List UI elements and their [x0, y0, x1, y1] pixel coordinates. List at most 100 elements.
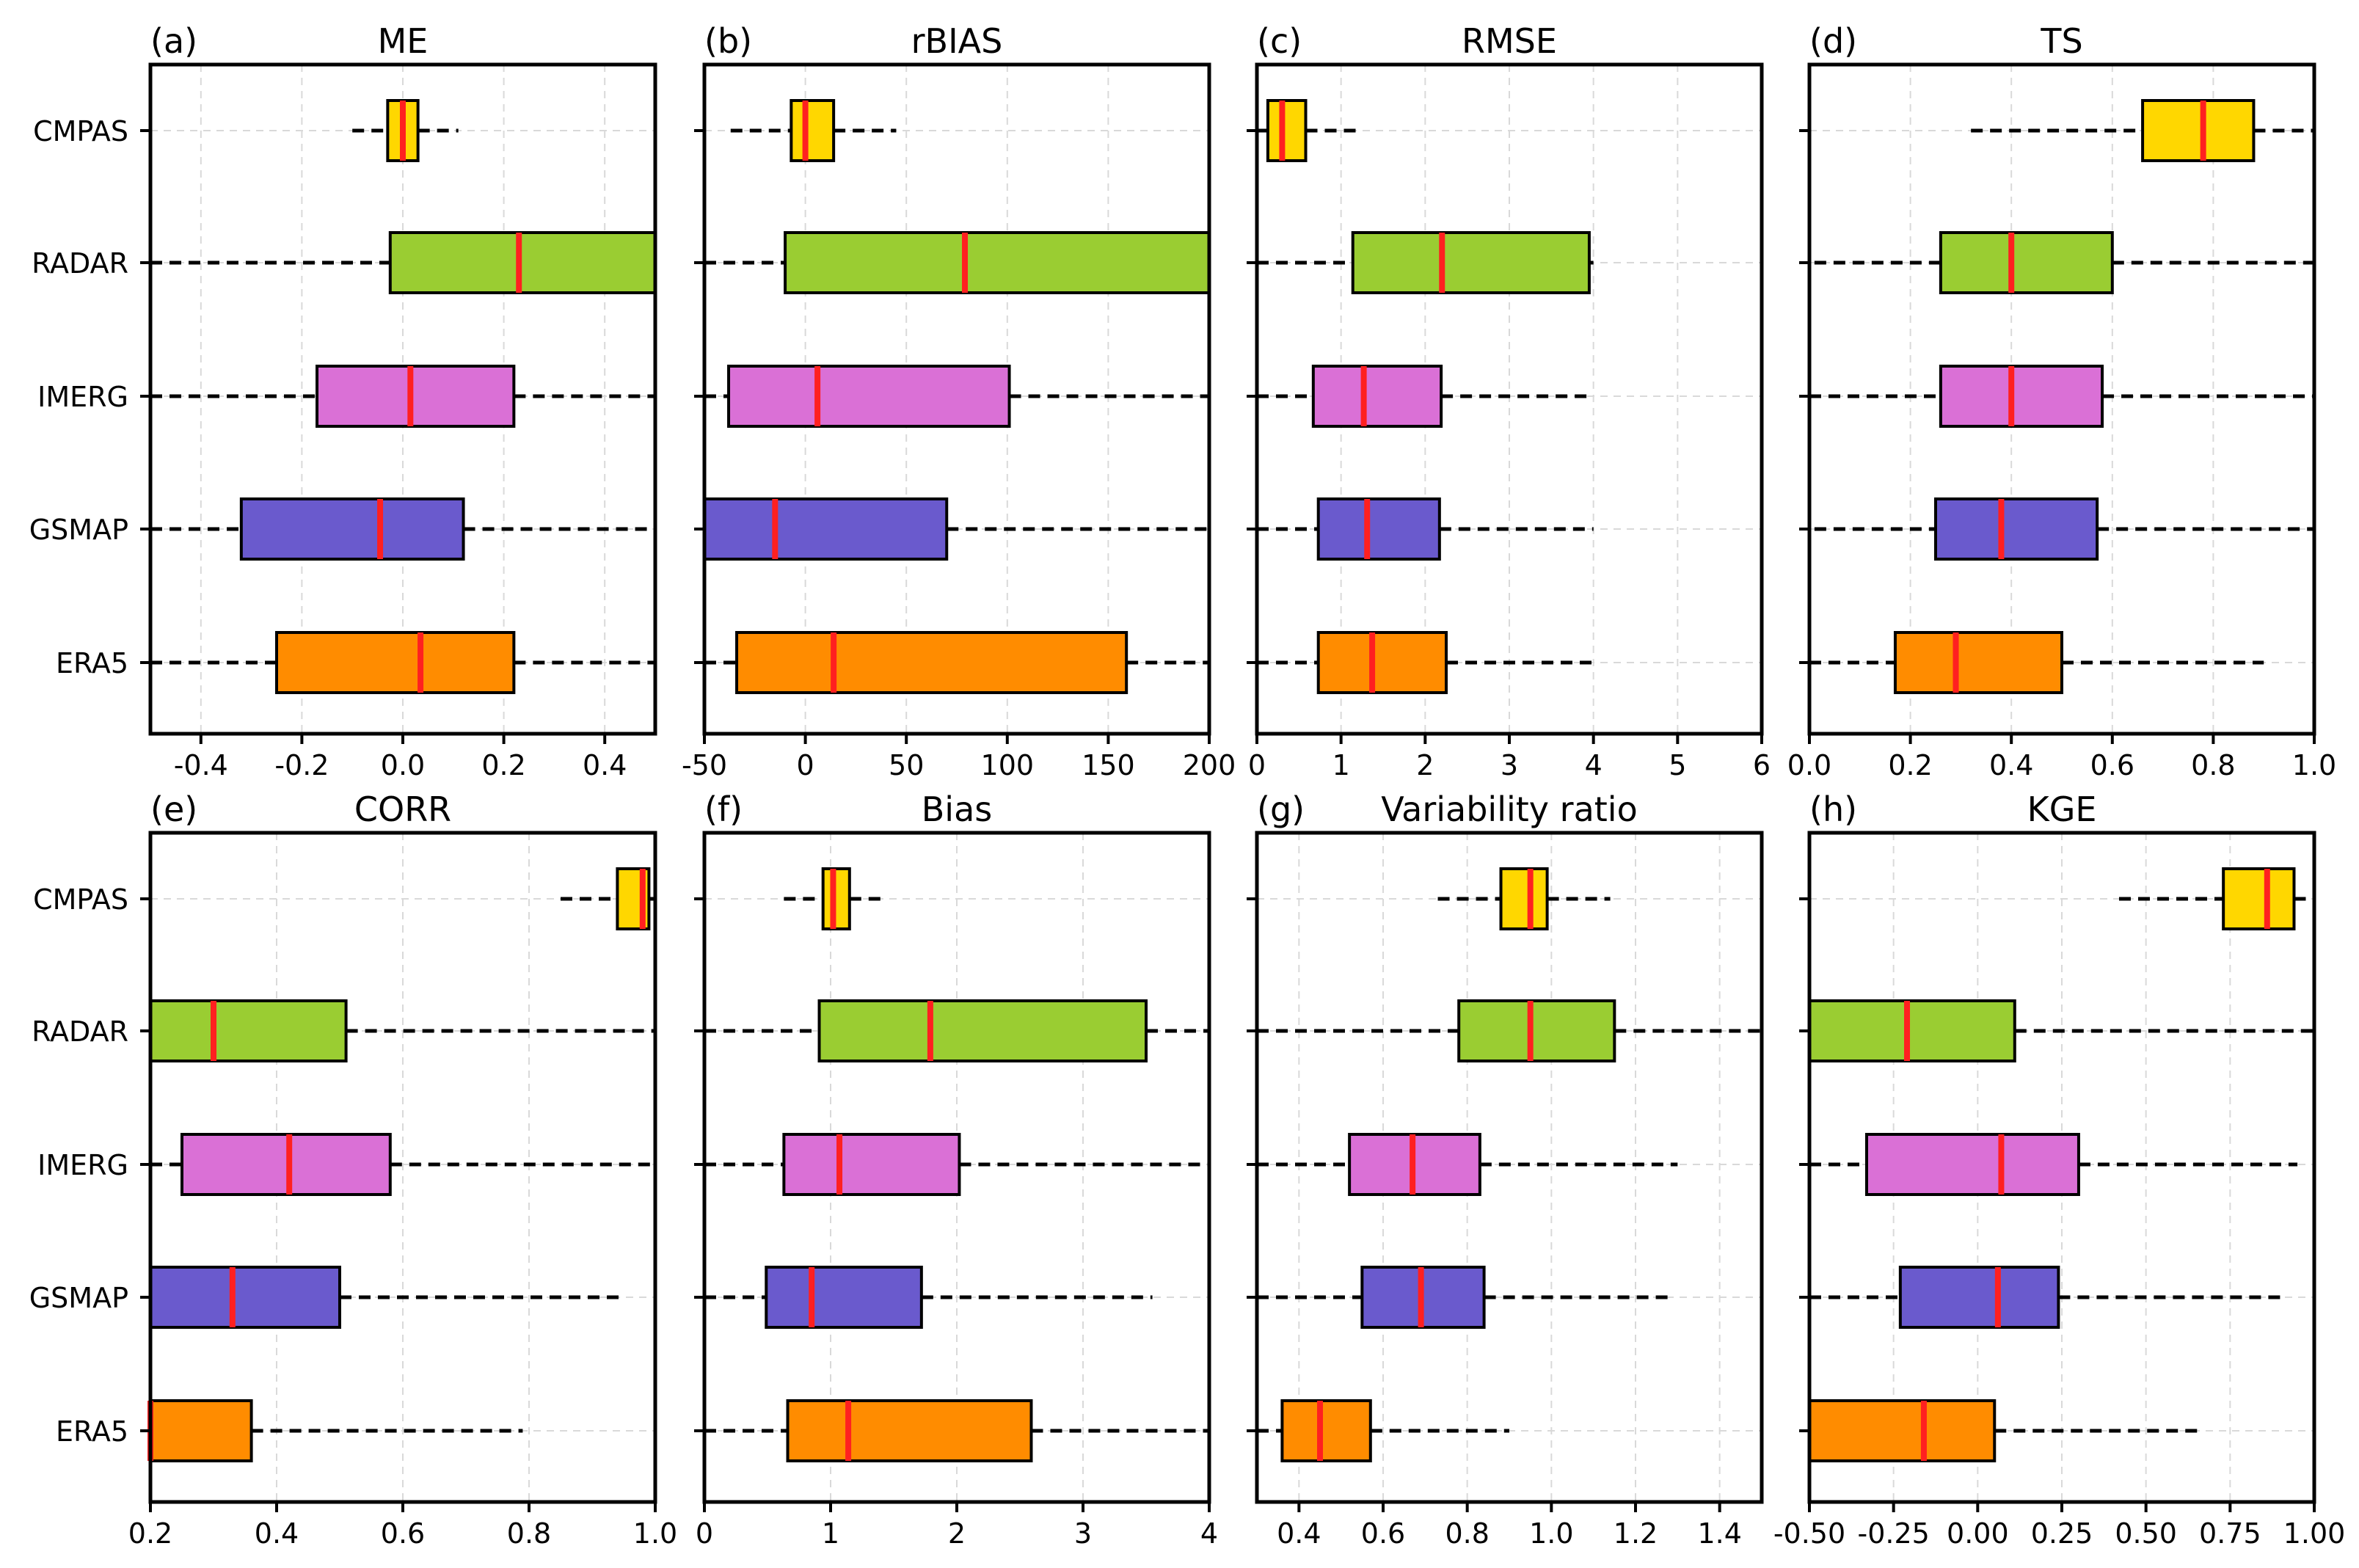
x-tick-label: 0 — [1248, 749, 1266, 781]
iqr-box — [1280, 1399, 1372, 1462]
x-tick-label: 0.50 — [2115, 1517, 2177, 1550]
axes-frame — [1807, 62, 2316, 736]
box-era5 — [1257, 1399, 1509, 1462]
box-cmpas — [352, 99, 459, 162]
box-era5 — [1809, 631, 2264, 694]
iqr-box — [1316, 497, 1441, 561]
x-tick-label: 1 — [822, 1517, 839, 1550]
iqr-box — [784, 231, 1211, 294]
iqr-box — [727, 365, 1011, 428]
box-cmpas — [1257, 99, 1363, 162]
box-cmpas — [2118, 867, 2314, 930]
x-tick-label: 0.75 — [2199, 1517, 2261, 1550]
category-label: IMERG — [37, 381, 128, 413]
x-tick-label: 0.8 — [507, 1517, 551, 1550]
box-gsmap — [703, 497, 1209, 561]
x-tick-label: 0.8 — [2191, 749, 2235, 781]
category-label: RADAR — [32, 1015, 128, 1048]
panel-3: 0 1 2 3 4 5 6 (c) RMSE — [1247, 21, 1771, 781]
box-imerg — [1257, 365, 1594, 428]
box-cmpas — [784, 867, 888, 930]
iqr-box — [149, 1266, 341, 1329]
panel-title: KGE — [2027, 790, 2097, 829]
box-imerg — [704, 365, 1209, 428]
x-tick-label: 5 — [1669, 749, 1686, 781]
box-cmpas — [1971, 99, 2314, 162]
panel-label: (f) — [704, 790, 743, 829]
box-era5 — [150, 631, 655, 694]
iqr-box — [1934, 497, 2099, 561]
iqr-box — [275, 631, 516, 694]
category-label: RADAR — [32, 247, 128, 280]
x-tick-label: 1.0 — [2292, 749, 2336, 781]
iqr-box — [1893, 631, 2063, 694]
iqr-box — [1457, 999, 1616, 1062]
x-tick-label: 200 — [1183, 749, 1236, 781]
x-tick-label: -50 — [682, 749, 727, 781]
panel-5: 0.2 0.4 0.6 0.8 1.0 CMPAS RADAR IMERG GSMAP ERA5 (… — [29, 790, 677, 1550]
box-cmpas — [1437, 867, 1611, 930]
x-tick-label: 1.4 — [1697, 1517, 1741, 1550]
axes-frame — [702, 62, 1211, 736]
x-tick-label: -0.50 — [1773, 1517, 1845, 1550]
x-tick-label: 0.0 — [381, 749, 425, 781]
x-tick-label: 3 — [1501, 749, 1518, 781]
iqr-box — [181, 1133, 392, 1196]
category-label: IMERG — [37, 1149, 128, 1181]
panel-6: 0 1 2 3 4 (f) Bias — [694, 790, 1218, 1550]
iqr-box — [149, 1399, 253, 1462]
panel-label: (a) — [150, 21, 197, 61]
x-tick-label: 50 — [889, 749, 924, 781]
box-gsmap — [149, 1266, 624, 1329]
box-imerg — [704, 1133, 1209, 1196]
x-tick-label: 0.2 — [481, 749, 525, 781]
box-imerg — [1257, 1133, 1678, 1196]
x-tick-label: 1.0 — [1529, 1517, 1573, 1550]
category-label: ERA5 — [56, 1415, 128, 1448]
x-tick-label: 0.4 — [255, 1517, 299, 1550]
box-radar — [1257, 231, 1594, 294]
x-tick-label: 0.8 — [1445, 1517, 1489, 1550]
box-cmpas — [730, 99, 897, 162]
box-era5 — [704, 631, 1209, 694]
iqr-box — [817, 999, 1148, 1062]
panel-8: -0.50 -0.25 0.00 0.25 0.50 0.75 1.00 (h) KGE — [1773, 790, 2345, 1550]
x-tick-label: 1 — [1332, 749, 1350, 781]
box-era5 — [704, 1399, 1209, 1462]
iqr-box — [782, 1133, 961, 1196]
box-imerg — [1809, 1133, 2298, 1196]
panel-7: 0.4 0.6 0.8 1.0 1.2 1.4 (g) Variability ratio — [1247, 790, 1764, 1550]
x-tick-label: 4 — [1200, 1517, 1218, 1550]
x-tick-label: 0.4 — [1277, 1517, 1321, 1550]
iqr-box — [765, 1266, 923, 1329]
x-tick-label: -0.25 — [1858, 1517, 1930, 1550]
box-gsmap — [150, 497, 655, 561]
panel-title: TS — [2040, 21, 2082, 61]
box-radar — [1257, 999, 1762, 1062]
iqr-box — [790, 99, 836, 162]
box-imerg — [150, 365, 655, 428]
box-imerg — [150, 1133, 655, 1196]
x-tick-label: 6 — [1753, 749, 1771, 781]
iqr-box — [1266, 99, 1308, 162]
box-gsmap — [1257, 497, 1594, 561]
iqr-box — [1808, 1399, 1997, 1462]
x-tick-label: 150 — [1082, 749, 1135, 781]
x-tick-label: 100 — [981, 749, 1035, 781]
box-gsmap — [1809, 1266, 2281, 1329]
x-tick-label: 0 — [696, 1517, 713, 1550]
x-tick-label: 0.6 — [1361, 1517, 1405, 1550]
iqr-box — [316, 365, 516, 428]
panel-2: -50 0 50 100 150 200 (b) rBIAS — [682, 21, 1236, 781]
panel-title: RMSE — [1462, 21, 1557, 61]
x-tick-label: 1.00 — [2283, 1517, 2346, 1550]
panel-label: (b) — [704, 21, 752, 61]
x-tick-label: 0 — [797, 749, 814, 781]
iqr-box — [735, 631, 1129, 694]
box-gsmap — [1257, 1266, 1674, 1329]
x-tick-label: 2 — [1416, 749, 1434, 781]
iqr-box — [1864, 1133, 2080, 1196]
x-tick-label: -0.4 — [174, 749, 228, 781]
iqr-box — [1499, 867, 1549, 930]
